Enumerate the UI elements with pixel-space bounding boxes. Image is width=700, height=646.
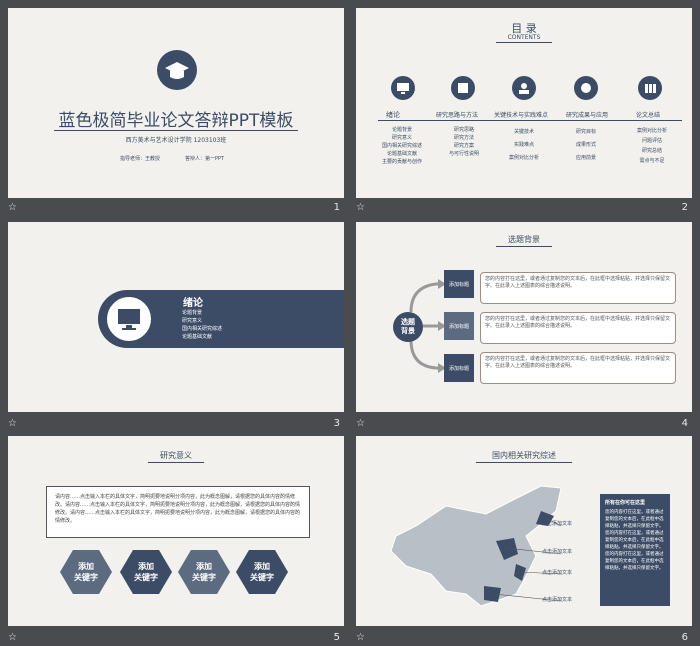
star-icon[interactable]: ☆ [8, 632, 17, 643]
contents-rule [496, 42, 552, 43]
contents-item-3[interactable]: 关键技术与实践难点 [494, 112, 549, 119]
slide-6-title: 国内相关研究综述 [492, 451, 556, 460]
people-icon [512, 76, 536, 100]
topic-center: 选题背景 [393, 312, 423, 342]
text-box-3[interactable]: 您的内容打在这里，或者通过复制您的文本后，在此框中选择粘贴，并选择只保留文字。在… [480, 352, 676, 384]
item-1-subs: 论题背景 研究意义 国内相关研究综述 论题基础文献 主要的贡献与创作 [381, 127, 422, 165]
text-box-2[interactable]: 您的内容打在这里，或者通过复制您的文本后，在此框中选择粘贴，并选择只保留文字。在… [480, 312, 676, 344]
slide-1[interactable]: 蓝色极简毕业论文答辩PPT模板 西方美术与艺术设计学院 1203103班 指导老… [8, 8, 344, 198]
thumb-bar-1: ☆ 1 [8, 200, 344, 216]
item-2-subs: 研究思路 研究方法 研究方案 与可行性说明 [448, 127, 479, 157]
title-rule [148, 462, 204, 463]
contents-item-1[interactable]: 绪论 [386, 111, 400, 119]
contents-item-4[interactable]: 研究成果与应用 [566, 112, 609, 119]
keyword-hex-1[interactable]: 添加 关键字 [60, 550, 112, 594]
book-icon [451, 76, 475, 100]
slide-number: 6 [681, 632, 688, 643]
side-body: 您的内容打在这里，或者通过复制您的文本后，在此框中选择粘贴，并选择只保留文字。您… [605, 510, 664, 571]
star-icon[interactable]: ☆ [8, 202, 17, 213]
star-icon[interactable]: ☆ [356, 202, 365, 213]
thumb-bar-2: ☆ 2 [356, 200, 692, 216]
contents-item-2[interactable]: 研究思路与方法 [436, 112, 479, 119]
slide-number: 3 [333, 418, 340, 429]
map-label-2[interactable]: 点击添加文本 [542, 549, 573, 555]
item-4-subs: 研究目标 成果形式 应用前景 [575, 129, 596, 161]
slide-3[interactable]: 绪论 论题背景 研究意义 国内相关研究综述 论题基础文献 [8, 222, 344, 412]
keyword-hex-3[interactable]: 添加 关键字 [178, 550, 230, 594]
thumb-bar-3: ☆ 3 [8, 416, 344, 432]
keyword-hex-2[interactable]: 添加 关键字 [120, 550, 172, 594]
thumb-bar-5: ☆ 5 [8, 630, 344, 646]
slide-4[interactable]: 选题背景 选题背景 添加标题 添加标题 添加标题 您的内容打在这里，或者通过复制… [356, 222, 692, 412]
body-box[interactable]: 请内容……点击输入本栏的具体文字，简明扼要地说明分项内容，此为概念图解，请根据您… [46, 486, 310, 538]
star-icon[interactable]: ☆ [356, 632, 365, 643]
tag-1[interactable]: 添加标题 [444, 270, 474, 298]
slide-1-title: 蓝色极简毕业论文答辩PPT模板 [58, 111, 294, 131]
slide-number: 1 [333, 202, 340, 213]
side-title: 所有在你可在这里 [605, 500, 646, 506]
china-map [390, 485, 562, 607]
text-box-1[interactable]: 您的内容打在这里，或者通过复制您的文本后，在此框中选择粘贴，并选择只保留文字。在… [480, 272, 676, 304]
map-label-1[interactable]: 点击添加文本 [542, 521, 573, 527]
item-3-subs: 关键技术 实践难点 案例对比分析 [508, 129, 539, 161]
books-icon [638, 76, 662, 100]
star-icon[interactable]: ☆ [8, 418, 17, 429]
slide-number: 2 [681, 202, 688, 213]
slide-6[interactable]: 国内相关研究综述 点击添加文本 点击添加文本 点击添加文本 点击添加文本 所有在… [356, 436, 692, 626]
monitor-icon [104, 294, 154, 344]
thumb-bar-6: ☆ 6 [356, 630, 692, 646]
slide-1-subtitle: 西方美术与艺术设计学院 1203103班 [125, 137, 227, 144]
item-5-subs: 案例对比分析 问题评估 研究总结 需点与不足 [636, 128, 667, 164]
slide-2-title: 目 录 [511, 22, 537, 35]
slide-number: 5 [333, 632, 340, 643]
star-icon[interactable]: ☆ [356, 418, 365, 429]
graduation-cap-icon [157, 50, 197, 90]
side-panel[interactable]: 所有在你可在这里 您的内容打在这里，或者通过复制您的文本后，在此框中选择粘贴，并… [600, 494, 670, 606]
monitor-icon [391, 76, 415, 100]
slide-5[interactable]: 研究意义 请内容……点击输入本栏的具体文字，简明扼要地说明分项内容，此为概念图解… [8, 436, 344, 626]
map-label-4[interactable]: 点击添加文本 [542, 597, 573, 603]
title-rule [54, 130, 298, 131]
slide-3-list: 论题背景 研究意义 国内相关研究综述 论题基础文献 [182, 310, 223, 340]
thumb-bar-4: ☆ 4 [356, 416, 692, 432]
tag-3[interactable]: 添加标题 [444, 354, 474, 382]
title-rule [496, 246, 552, 247]
advisor: 指导老师：王教授 [120, 156, 161, 162]
head-idea-icon [574, 76, 598, 100]
tag-2[interactable]: 添加标题 [444, 312, 474, 340]
presenter: 答辩人：第一PPT [185, 156, 225, 162]
contents-item-5[interactable]: 论文总结 [636, 112, 661, 119]
slide-5-title: 研究意义 [160, 451, 192, 460]
slide-4-title: 选题背景 [508, 235, 540, 244]
slide-3-title: 绪论 [183, 298, 203, 309]
item-rule [378, 120, 682, 121]
title-rule [476, 462, 572, 463]
slide-2-subtitle: CONTENTS [507, 34, 541, 41]
keyword-hex-4[interactable]: 添加 关键字 [236, 550, 288, 594]
slide-number: 4 [681, 418, 688, 429]
slide-2[interactable]: 目 录 CONTENTS 绪论 研究思路与方法 关键技术与实践难点 研究成果与应… [356, 8, 692, 198]
branch-arrows [409, 279, 446, 373]
map-label-3[interactable]: 点击添加文本 [542, 570, 573, 576]
